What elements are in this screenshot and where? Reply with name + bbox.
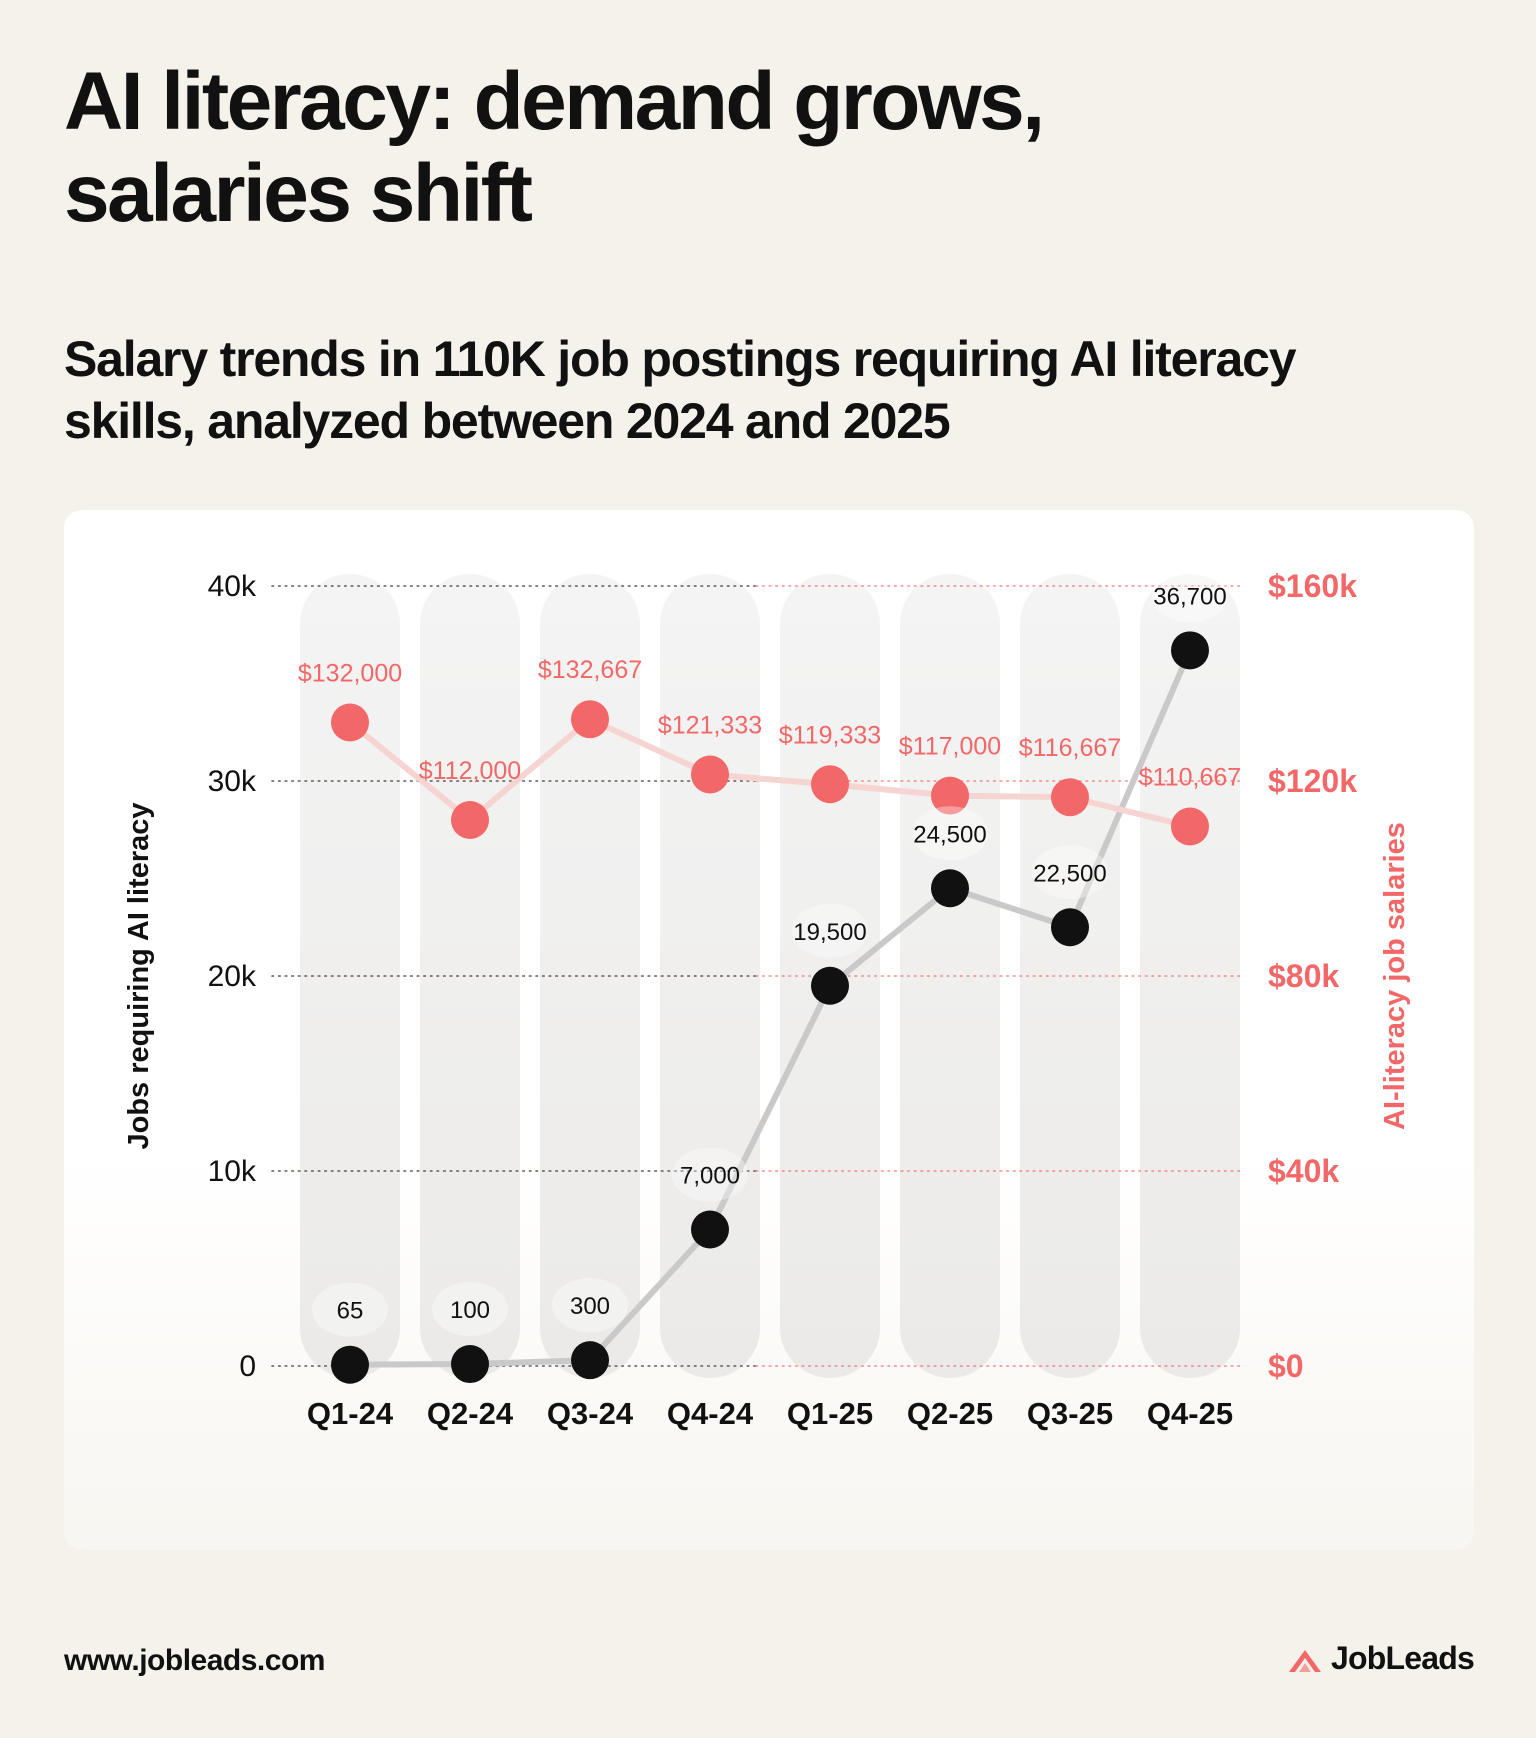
x-axis-tick-label-q1-24: Q1-24 [307, 1396, 394, 1431]
salary-data-label-q4-25: $110,667 [1139, 763, 1241, 791]
category-column-q4-25 [1140, 574, 1240, 1378]
jobs-point-q3-25 [1051, 908, 1089, 947]
salary-point-q2-25 [931, 776, 969, 815]
salary-point-q1-25 [811, 765, 849, 804]
jobs-point-q1-25 [811, 966, 849, 1005]
right-axis-tick-label: $80k [1268, 958, 1339, 994]
chart-subtitle: Salary trends in 110K job postings requi… [64, 328, 1464, 452]
salary-point-q1-24 [331, 703, 369, 742]
category-column-q2-25 [900, 574, 1000, 1378]
left-axis-tick-label: 0 [239, 1350, 256, 1383]
jobs-data-label-q4-25: 36,700 [1153, 583, 1226, 610]
left-axis-tick-label: 10k [208, 1155, 257, 1188]
jobs-label-halo-q4-25 [1152, 568, 1228, 623]
salary-data-label-q2-24: $112,000 [419, 757, 521, 785]
subtitle-line-1: Salary trends in 110K job postings requi… [64, 331, 1297, 387]
jobs-point-q2-24 [451, 1345, 489, 1384]
category-column-q3-25 [1020, 574, 1120, 1378]
jobs-label-halo-q2-25 [912, 806, 988, 861]
salary-data-label-q4-24: $121,333 [658, 712, 762, 740]
jobs-point-q4-25 [1171, 631, 1209, 670]
right-axis-tick-label: $120k [1268, 763, 1357, 799]
left-axis-tick-label: 30k [208, 765, 257, 798]
salary-data-label-q1-24: $132,000 [298, 660, 402, 688]
jobs-point-q3-24 [571, 1341, 609, 1380]
right-axis-tick-label: $0 [1268, 1348, 1304, 1384]
jobs-data-label-q3-24: 300 [570, 1293, 610, 1320]
jobs-data-label-q1-24: 65 [337, 1298, 364, 1325]
salary-point-q4-24 [691, 755, 729, 794]
salary-data-label-q2-25: $117,000 [899, 733, 1001, 761]
left-axis-tick-label: 20k [208, 960, 257, 993]
jobs-label-halo-q2-24 [432, 1282, 508, 1337]
jobs-data-label-q2-25: 24,500 [913, 821, 986, 848]
x-axis-tick-label-q2-25: Q2-25 [907, 1396, 993, 1431]
left-axis-tick-label: 40k [208, 570, 257, 603]
salary-point-q3-24 [571, 700, 609, 739]
jobs-point-q1-24 [331, 1345, 369, 1384]
chart-card: 0 10k 20k 30k 40k Jobs requiring AI literacy … [64, 510, 1474, 1550]
x-axis-tick-label-q2-24: Q2-24 [427, 1396, 514, 1431]
title-line-1: AI literacy: demand grows, [64, 56, 1045, 147]
jobleads-logo-icon [1289, 1649, 1322, 1672]
salary-point-q3-25 [1051, 778, 1089, 817]
salary-data-label-q1-25: $119,333 [779, 721, 881, 749]
jobs-label-halo-q1-24 [312, 1282, 388, 1337]
jobs-point-q2-25 [931, 869, 969, 908]
jobs-label-halo-q1-25 [792, 903, 868, 958]
salary-data-label-q3-24: $132,667 [538, 656, 642, 684]
jobs-label-halo-q4-24 [672, 1147, 748, 1202]
jobs-data-label-q2-24: 100 [450, 1297, 490, 1324]
salary-point-q2-24 [451, 801, 489, 839]
right-axis-title: AI-literacy job salaries [1379, 822, 1411, 1130]
left-axis-title: Jobs requiring AI literacy [123, 802, 155, 1149]
jobs-series-line [347, 647, 1193, 1368]
subtitle-line-2: skills, analyzed between 2024 and 2025 [64, 393, 951, 449]
x-axis-tick-label-q1-25: Q1-25 [787, 1396, 873, 1431]
category-column-q1-24 [300, 574, 400, 1378]
jobs-point-q4-24 [691, 1210, 729, 1249]
x-axis-tick-label-q4-24: Q4-24 [667, 1396, 754, 1431]
jobs-data-label-q4-24: 7,000 [680, 1163, 740, 1190]
x-axis-tick-label-q4-25: Q4-25 [1147, 1396, 1233, 1431]
x-axis-tick-label-q3-24: Q3-24 [547, 1396, 634, 1431]
brand-name: JobLeads [1331, 1640, 1475, 1676]
page-title: AI literacy: demand grows, salaries shif… [64, 56, 1364, 240]
title-line-2: salaries shift [64, 148, 533, 239]
footer-url[interactable]: www.jobleads.com [64, 1644, 325, 1677]
jobs-label-halo-q3-24 [552, 1278, 628, 1333]
jobs-label-halo-q3-25 [1032, 845, 1108, 900]
salary-point-q4-25 [1171, 807, 1209, 846]
jobs-data-label-q1-25: 19,500 [793, 919, 866, 946]
salary-data-label-q3-25: $116,667 [1019, 734, 1121, 762]
salary-series-line [347, 716, 1193, 830]
x-axis-tick-label-q3-25: Q3-25 [1027, 1396, 1113, 1431]
brand-logo-lockup: JobLeads [1287, 1640, 1475, 1677]
right-axis-tick-label: $40k [1268, 1153, 1339, 1189]
right-axis-tick-label: $160k [1268, 568, 1357, 604]
jobs-data-label-q3-25: 22,500 [1033, 860, 1106, 887]
